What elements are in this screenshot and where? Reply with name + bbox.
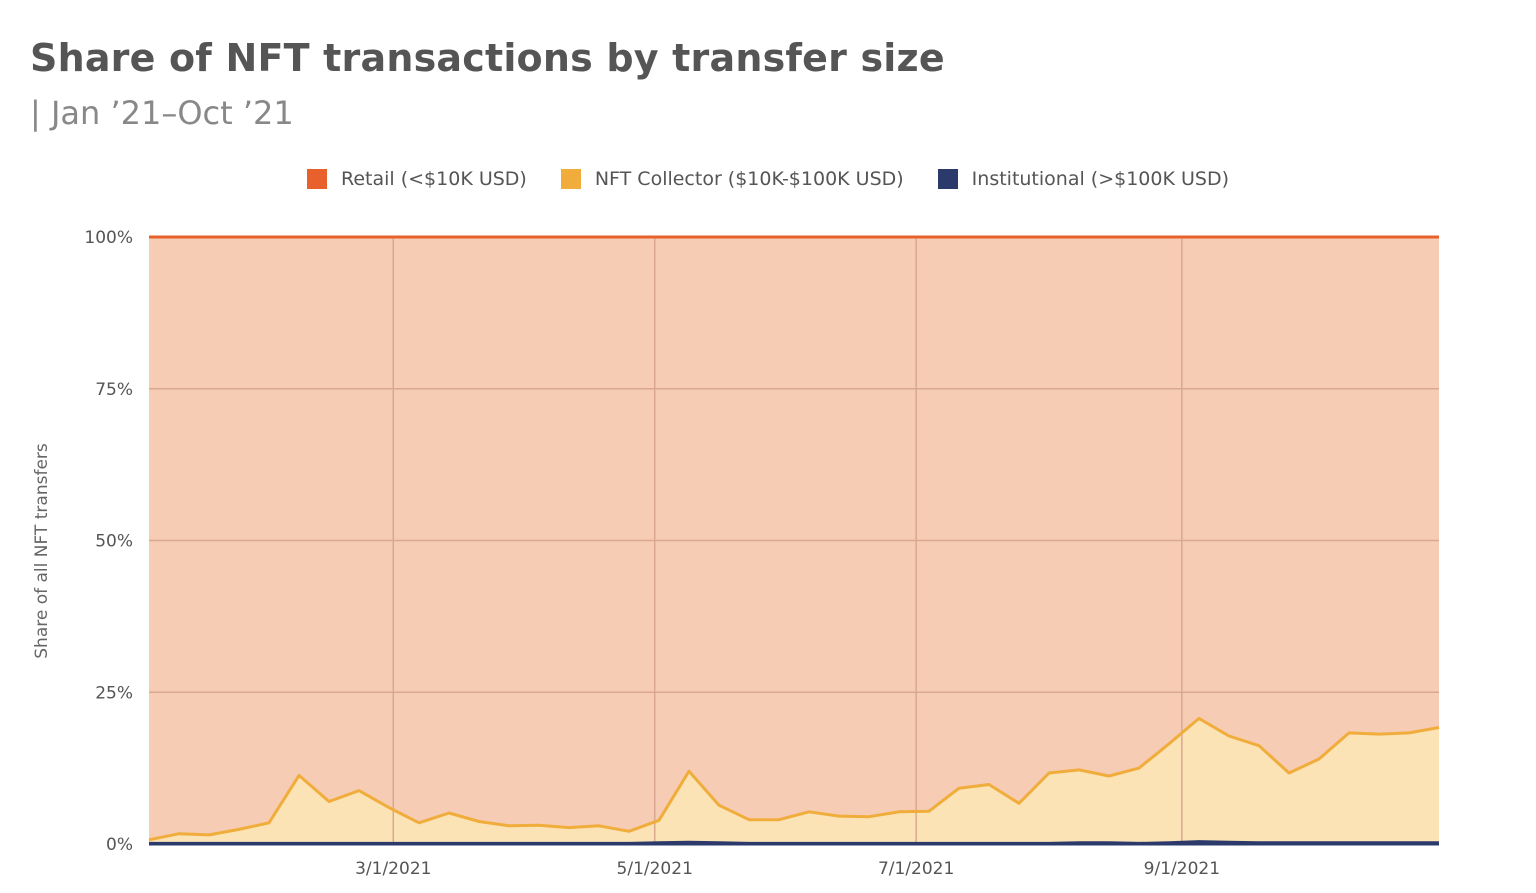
chart-subtitle: | Jan ’21–Oct ’21 <box>30 94 294 132</box>
x-tick-label: 3/1/2021 <box>355 859 431 879</box>
y-tick-label: 0% <box>106 835 133 855</box>
legend: Retail (<$10K USD) NFT Collector ($10K-$… <box>0 168 1536 190</box>
x-tick-label: 9/1/2021 <box>1144 859 1220 879</box>
y-tick-label: 100% <box>84 228 133 248</box>
x-axis-ticks: 3/1/2021 5/1/2021 7/1/2021 9/1/2021 <box>355 859 1220 879</box>
legend-label-retail: Retail (<$10K USD) <box>341 168 527 190</box>
x-tick-label: 7/1/2021 <box>878 859 954 879</box>
legend-swatch-institutional <box>937 169 958 189</box>
series-lines <box>148 235 1440 846</box>
legend-item-institutional: Institutional (>$100K USD) <box>937 168 1229 190</box>
y-tick-label: 25% <box>95 683 133 703</box>
chart-title: Share of NFT transactions by transfer si… <box>30 36 945 80</box>
area-nft-collector <box>149 718 1439 844</box>
legend-item-nft-collector: NFT Collector ($10K-$100K USD) <box>560 168 904 190</box>
legend-item-retail: Retail (<$10K USD) <box>307 168 527 190</box>
area-retail <box>149 237 1439 840</box>
legend-label-nft-collector: NFT Collector ($10K-$100K USD) <box>594 168 904 190</box>
y-axis-ticks: 0% 25% 50% 75% 100% <box>84 228 133 855</box>
x-tick-label: 5/1/2021 <box>617 859 693 879</box>
gridlines <box>149 237 1439 844</box>
y-axis-label: Share of all NFT transfers <box>32 443 52 659</box>
y-tick-label: 75% <box>95 380 133 400</box>
legend-swatch-nft-collector <box>560 169 581 189</box>
y-tick-label: 50% <box>95 532 133 552</box>
legend-label-institutional: Institutional (>$100K USD) <box>971 168 1229 190</box>
line-nft-collector <box>148 716 1440 842</box>
legend-swatch-retail <box>307 169 327 189</box>
